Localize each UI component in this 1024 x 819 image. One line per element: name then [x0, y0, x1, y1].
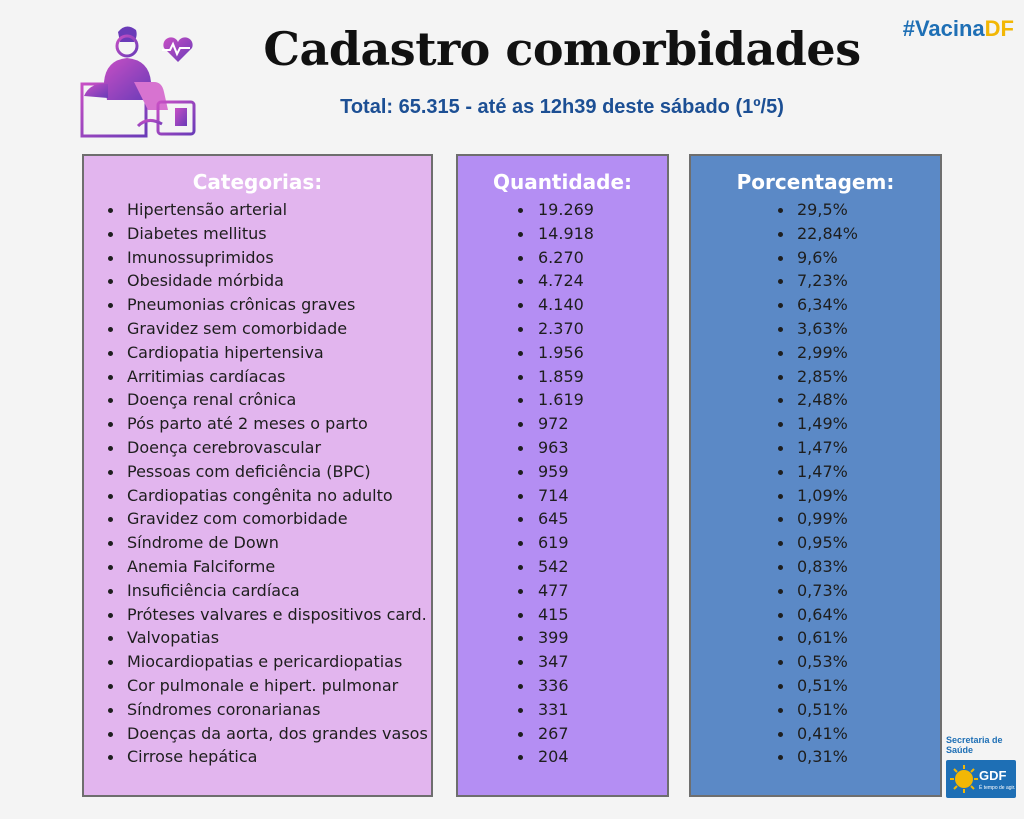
quantity-item: 399 — [458, 626, 667, 650]
hashtag-main: #Vacina — [902, 16, 985, 41]
category-item: Cor pulmonale e hipert. pulmonar — [84, 674, 431, 698]
quantity-item: 267 — [458, 722, 667, 746]
quantity-item: 1.859 — [458, 365, 667, 389]
percentage-item: 6,34% — [691, 293, 940, 317]
percentage-heading: Porcentagem: — [736, 170, 895, 194]
percentage-item: 0,41% — [691, 722, 940, 746]
quantity-item: 959 — [458, 460, 667, 484]
quantity-item: 4.724 — [458, 269, 667, 293]
category-item: Anemia Falciforme — [84, 555, 431, 579]
quantity-item: 4.140 — [458, 293, 667, 317]
category-item: Cardiopatias congênita no adulto — [84, 484, 431, 508]
category-item: Hipertensão arterial — [84, 198, 431, 222]
percentage-item: 1,47% — [691, 436, 940, 460]
quantity-item: 477 — [458, 579, 667, 603]
secretaria-label: Secretaria de Saúde — [946, 735, 1003, 755]
percentage-item: 0,31% — [691, 745, 940, 769]
quantity-item: 347 — [458, 650, 667, 674]
quantity-item: 619 — [458, 531, 667, 555]
percentage-item: 3,63% — [691, 317, 940, 341]
percentage-item: 0,51% — [691, 674, 940, 698]
category-item: Pneumonias crônicas graves — [84, 293, 431, 317]
category-item: Próteses valvares e dispositivos card. — [84, 603, 431, 627]
percentage-item: 0,53% — [691, 650, 940, 674]
heart-pulse-icon — [162, 37, 193, 62]
quantity-heading: Quantidade: — [492, 170, 633, 194]
percentage-item: 0,99% — [691, 507, 940, 531]
category-item: Valvopatias — [84, 626, 431, 650]
gdf-logo-text: GDF — [979, 768, 1007, 783]
category-item: Cirrose hepática — [84, 745, 431, 769]
percentage-item: 0,95% — [691, 531, 940, 555]
category-item: Pessoas com deficiência (BPC) — [84, 460, 431, 484]
percentage-item: 2,99% — [691, 341, 940, 365]
quantity-list: 19.269 14.918 6.270 4.724 4.140 2.370 1.956 1.8… — [458, 198, 667, 769]
quantity-panel: Quantidade: 19.269 14.918 6.270 4.724 4.140 2… — [456, 154, 669, 797]
category-item: Arritimias cardíacas — [84, 365, 431, 389]
category-item: Doença renal crônica — [84, 388, 431, 412]
percentage-item: 0,64% — [691, 603, 940, 627]
quantity-item: 336 — [458, 674, 667, 698]
category-item: Doença cerebrovascular — [84, 436, 431, 460]
categories-heading: Categorias: — [192, 170, 323, 194]
hashtag-accent: DF — [984, 16, 1014, 41]
percentage-item: 0,51% — [691, 698, 940, 722]
percentage-item: 9,6% — [691, 246, 940, 270]
quantity-item: 714 — [458, 484, 667, 508]
quantity-item: 1.619 — [458, 388, 667, 412]
categories-list: Hipertensão arterial Diabetes mellitus Imu… — [84, 198, 431, 769]
quantity-item: 1.956 — [458, 341, 667, 365]
quantity-item: 19.269 — [458, 198, 667, 222]
category-item: Gravidez sem comorbidade — [84, 317, 431, 341]
percentage-panel: Porcentagem: 29,5% 22,84% 9,6% 7,23% 6,34% 3,… — [689, 154, 942, 797]
percentage-item: 29,5% — [691, 198, 940, 222]
percentage-item: 22,84% — [691, 222, 940, 246]
quantity-item: 204 — [458, 745, 667, 769]
categories-panel: Categorias: Hipertensão arterial Diabetes… — [82, 154, 433, 797]
percentage-item: 0,73% — [691, 579, 940, 603]
page-title: Cadastro comorbidades — [263, 22, 861, 76]
category-item: Síndrome de Down — [84, 531, 431, 555]
gdf-logo-icon: GDF É tempo de agir. — [946, 760, 1016, 798]
percentage-item: 7,23% — [691, 269, 940, 293]
category-item: Doenças da aorta, dos grandes vasos — [84, 722, 431, 746]
hashtag: #VacinaDF — [903, 16, 1014, 42]
quantity-item: 963 — [458, 436, 667, 460]
category-item: Imunossuprimidos — [84, 246, 431, 270]
quantity-item: 415 — [458, 603, 667, 627]
percentage-item: 2,48% — [691, 388, 940, 412]
quantity-item: 645 — [458, 507, 667, 531]
quantity-item: 331 — [458, 698, 667, 722]
percentage-item: 2,85% — [691, 365, 940, 389]
category-item: Obesidade mórbida — [84, 269, 431, 293]
percentage-item: 1,09% — [691, 484, 940, 508]
gdf-logo-tagline: É tempo de agir. — [979, 785, 1016, 791]
category-item: Miocardiopatias e pericardiopatias — [84, 650, 431, 674]
percentage-item: 1,49% — [691, 412, 940, 436]
quantity-item: 2.370 — [458, 317, 667, 341]
page-subtitle: Total: 65.315 - até as 12h39 deste sábad… — [340, 96, 784, 118]
percentage-item: 0,83% — [691, 555, 940, 579]
category-item: Síndromes coronarianas — [84, 698, 431, 722]
category-item: Pós parto até 2 meses o parto — [84, 412, 431, 436]
category-item: Insuficiência cardíaca — [84, 579, 431, 603]
quantity-item: 972 — [458, 412, 667, 436]
quantity-item: 14.918 — [458, 222, 667, 246]
category-item: Diabetes mellitus — [84, 222, 431, 246]
percentage-item: 0,61% — [691, 626, 940, 650]
percentage-list: 29,5% 22,84% 9,6% 7,23% 6,34% 3,63% 2,99% 2,85%… — [691, 198, 940, 769]
category-item: Gravidez com comorbidade — [84, 507, 431, 531]
quantity-item: 542 — [458, 555, 667, 579]
category-item: Cardiopatia hipertensiva — [84, 341, 431, 365]
quantity-item: 6.270 — [458, 246, 667, 270]
percentage-item: 1,47% — [691, 460, 940, 484]
doctor-blood-pressure-icon — [80, 26, 196, 138]
